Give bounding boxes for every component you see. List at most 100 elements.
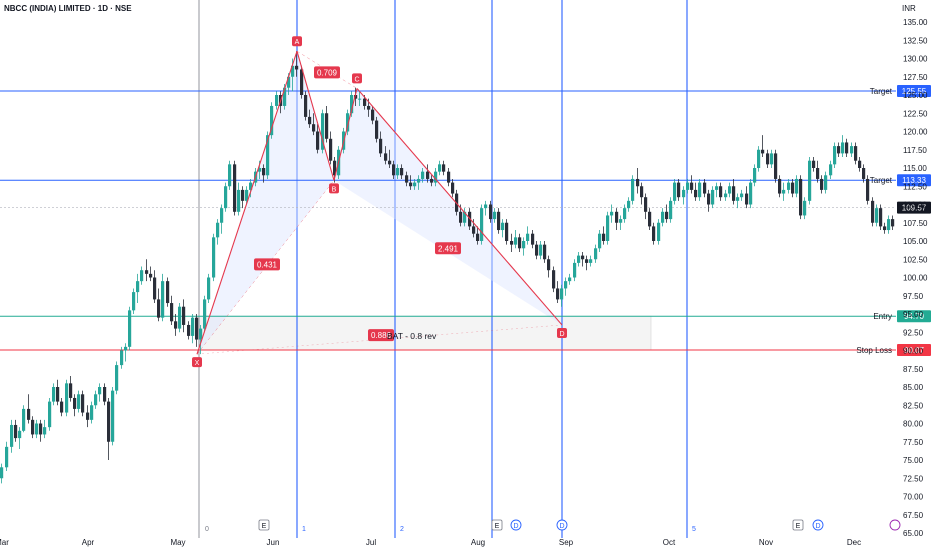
split-event-icon[interactable] bbox=[889, 519, 901, 531]
event-label: D bbox=[559, 523, 564, 530]
cycle-label: 1 bbox=[302, 526, 306, 533]
candle-body bbox=[829, 164, 833, 176]
candle-body bbox=[426, 171, 430, 179]
candle-body bbox=[170, 303, 174, 322]
candle-body bbox=[497, 211, 501, 231]
pattern-point-x-badge[interactable] bbox=[192, 357, 202, 368]
candle-body bbox=[18, 430, 22, 439]
candle-body bbox=[451, 182, 455, 194]
candle-body bbox=[304, 95, 308, 117]
candle-body bbox=[39, 423, 43, 435]
candle-body bbox=[711, 189, 715, 205]
candle-body bbox=[803, 200, 807, 216]
candle-body bbox=[824, 175, 828, 190]
candle-body bbox=[5, 446, 9, 468]
candle-body bbox=[531, 233, 535, 245]
dividend-event-icon[interactable] bbox=[510, 519, 522, 531]
candle-body bbox=[300, 69, 304, 95]
candle-body bbox=[661, 211, 665, 223]
y-tick-label: 72.50 bbox=[903, 474, 924, 483]
pattern-point-label: C bbox=[354, 76, 359, 83]
candle-body bbox=[245, 189, 249, 201]
y-tick-label: 70.00 bbox=[903, 493, 924, 502]
ratio-badge bbox=[368, 329, 394, 342]
candle-body bbox=[791, 182, 795, 194]
x-tick-label: Mar bbox=[0, 538, 9, 547]
candle-body bbox=[81, 394, 85, 413]
x-tick-label: Apr bbox=[82, 538, 95, 547]
level-price-tag bbox=[897, 84, 931, 97]
earnings-event-icon[interactable] bbox=[792, 519, 804, 531]
candle-body bbox=[631, 178, 635, 201]
y-tick-label: 80.00 bbox=[903, 420, 924, 429]
candle-body bbox=[539, 244, 543, 256]
candle-body bbox=[854, 146, 858, 161]
candle-body bbox=[216, 222, 220, 238]
candle-body bbox=[745, 193, 749, 205]
candle-body bbox=[573, 262, 577, 278]
level-price-tag bbox=[897, 343, 931, 356]
candle-body bbox=[287, 76, 291, 88]
candle-body bbox=[724, 193, 728, 198]
candle-body bbox=[669, 200, 673, 220]
candle-body bbox=[459, 211, 463, 223]
candle-body bbox=[808, 160, 812, 201]
candle-body bbox=[560, 288, 564, 300]
candle-body bbox=[56, 387, 60, 402]
trade-zone-box bbox=[198, 315, 652, 351]
y-tick-label: 67.50 bbox=[903, 511, 924, 520]
candle-body bbox=[258, 168, 262, 172]
earnings-event-icon[interactable] bbox=[258, 519, 270, 531]
candle-body bbox=[795, 178, 799, 194]
earnings-event-icon[interactable] bbox=[491, 519, 503, 531]
event-label: E bbox=[796, 523, 801, 530]
candle-body bbox=[233, 164, 237, 212]
candle-body bbox=[438, 164, 442, 172]
pattern-leg bbox=[356, 88, 563, 326]
candle-body bbox=[132, 292, 136, 311]
candle-body bbox=[182, 306, 186, 325]
pattern-point-label: A bbox=[295, 39, 300, 46]
candle-body bbox=[111, 390, 115, 442]
dividend-event-icon[interactable] bbox=[556, 519, 568, 531]
candle-body bbox=[149, 273, 153, 278]
y-tick-label: 122.50 bbox=[903, 109, 928, 118]
candle-body bbox=[774, 153, 778, 179]
candle-body bbox=[145, 270, 149, 274]
x-tick-label: Oct bbox=[663, 538, 676, 547]
candle-body bbox=[333, 160, 337, 176]
candle-body bbox=[43, 427, 47, 435]
y-tick-label: 110.00 bbox=[903, 201, 927, 210]
candle-body bbox=[648, 211, 652, 227]
pattern-point-c-badge[interactable] bbox=[352, 73, 362, 84]
pattern-point-label: X bbox=[195, 360, 200, 367]
candle-body bbox=[295, 65, 299, 70]
y-tick-label: 92.50 bbox=[903, 328, 924, 337]
dividend-event-icon[interactable] bbox=[812, 519, 824, 531]
candle-body bbox=[891, 219, 895, 227]
candle-body bbox=[820, 178, 824, 190]
y-tick-label: 115.00 bbox=[903, 164, 927, 173]
candle-body bbox=[677, 182, 681, 198]
candle-body bbox=[316, 131, 320, 150]
candle-body bbox=[619, 219, 623, 223]
ratio-label: 0.886 bbox=[371, 331, 392, 340]
y-tick-label: 127.50 bbox=[903, 73, 928, 82]
pattern-point-d-badge[interactable] bbox=[557, 327, 567, 338]
pattern-leg bbox=[333, 88, 358, 181]
y-tick-label: 117.50 bbox=[903, 146, 927, 155]
y-tick-label: 87.50 bbox=[903, 365, 924, 374]
level-price-tag bbox=[897, 201, 931, 214]
pattern-point-label: D bbox=[559, 331, 564, 338]
pattern-point-b-badge[interactable] bbox=[329, 183, 339, 194]
candle-body bbox=[694, 189, 698, 198]
candle-body bbox=[161, 281, 165, 318]
pattern-point-a-badge[interactable] bbox=[292, 36, 302, 47]
candle-body bbox=[98, 387, 102, 395]
candle-body bbox=[124, 346, 128, 351]
event-label: E bbox=[262, 523, 267, 530]
candle-body bbox=[581, 255, 585, 260]
x-tick-label: Sep bbox=[559, 538, 574, 547]
candle-body bbox=[589, 259, 593, 263]
